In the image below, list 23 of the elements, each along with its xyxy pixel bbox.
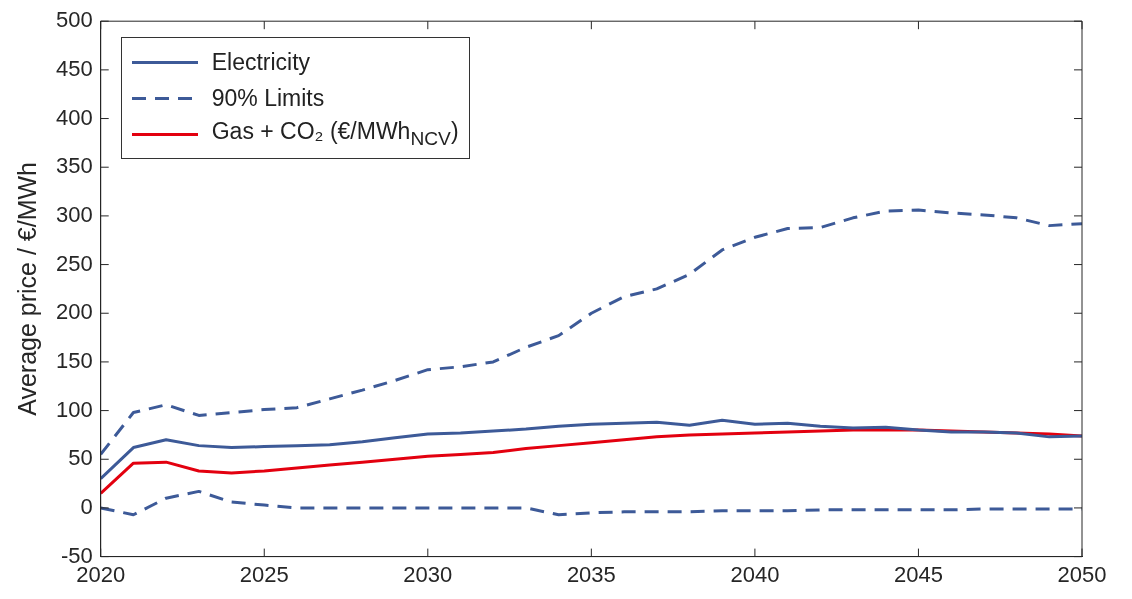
line-series	[100, 208, 1082, 456]
x-tick-label: 2050	[1057, 561, 1107, 587]
y-tick-label: 350	[55, 153, 93, 179]
x-tick-label: 2030	[403, 561, 453, 587]
x-tick-label: 2040	[730, 561, 780, 587]
x-tick-label: 2025	[239, 561, 289, 587]
y-tick-label: 50	[68, 445, 93, 471]
y-tick-label: 300	[55, 201, 93, 227]
y-tick-label: 400	[55, 104, 93, 130]
y-tick-label: 0	[80, 493, 93, 519]
y-axis-title: Average price / €/MWh	[12, 161, 41, 416]
legend-label: 90% Limits	[211, 84, 325, 112]
y-tick-label: 100	[55, 396, 93, 422]
x-tick-label: 2035	[566, 561, 616, 587]
y-tick-label: 500	[55, 7, 93, 33]
y-tick-label: 250	[55, 250, 93, 276]
x-tick-label: 2045	[893, 561, 943, 587]
legend-label: Electricity	[211, 48, 311, 76]
y-tick-label: 150	[55, 347, 93, 373]
y-tick-label: 450	[55, 55, 93, 81]
y-tick-label: -50	[60, 542, 93, 568]
y-tick-label: 200	[55, 299, 93, 325]
legend-label: Gas + CO₂ (€/MWh$_{NCV}$)	[211, 118, 459, 150]
